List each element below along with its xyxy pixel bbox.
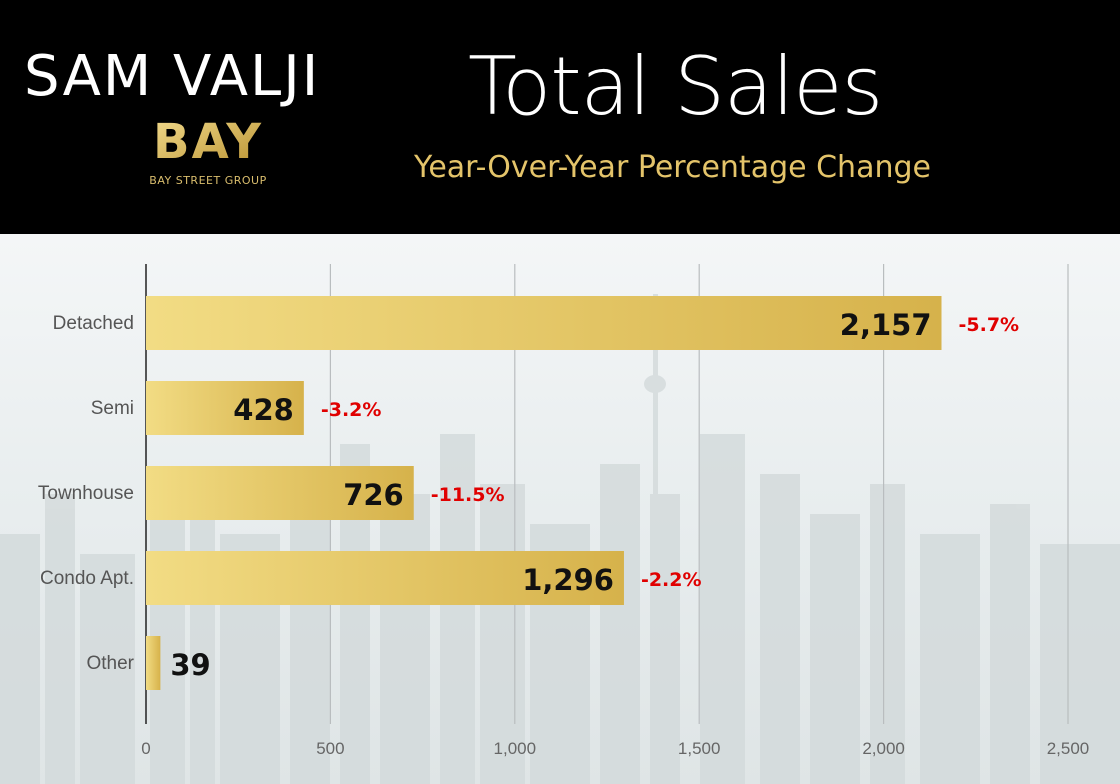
bar [146,551,624,605]
x-tick-label: 2,000 [862,739,905,758]
bar [146,636,161,690]
cn-tower-pod [644,375,666,393]
skyline-building [0,534,40,784]
value-label: 428 [233,393,294,427]
skyline-building [190,474,215,784]
skyline-building [760,474,800,784]
yoy-change-label: -2.2% [641,569,702,591]
skyline-building [1040,544,1120,784]
skyline-building [600,464,640,784]
skyline-building [380,494,430,784]
bay-street-group-logo: BAY BAY STREET GROUP [149,114,266,187]
yoy-change-label: -11.5% [431,484,505,506]
skyline-building [870,484,905,784]
cn-tower-shaft [653,294,658,784]
x-tick-label: 1,500 [678,739,721,758]
bar [146,296,942,350]
value-label: 1,296 [522,563,614,597]
skyline-building [80,554,135,784]
svg-text:BAY STREET GROUP: BAY STREET GROUP [149,174,266,187]
svg-text:BAY: BAY [153,114,263,170]
yoy-change-label: -5.7% [959,314,1020,336]
chart-subtitle: Year-Over-Year Percentage Change [414,150,931,185]
sales-bar-chart: Detached 2,157 -5.7% Semi 428 -3.2% Townhouse 7… [0,234,1120,784]
value-label: 39 [170,648,210,682]
category-label: Detached [53,313,134,334]
skyline-building [920,534,980,784]
skyline-building [45,494,75,784]
chart-title: Total Sales [468,40,883,133]
skyline-building [440,434,475,784]
category-label: Semi [91,398,134,419]
brand-name: SAM VALJI [24,44,321,109]
x-tick-label: 1,000 [494,739,537,758]
category-label: Other [86,653,134,674]
chart-area: Detached 2,157 -5.7% Semi 428 -3.2% Townhouse 7… [0,234,1120,784]
x-tick-label: 2,500 [1047,739,1090,758]
category-label: Townhouse [38,483,134,504]
skyline-building [990,504,1030,784]
skyline-building [480,484,525,784]
bar [146,381,304,435]
skyline-building [810,514,860,784]
header: SAM VALJI BAY BAY STREET GROUP Total Sal… [0,0,1120,234]
x-tick-label: 0 [141,739,150,758]
bar [146,466,414,520]
value-label: 2,157 [840,308,932,342]
skyline-building [290,484,330,784]
value-label: 726 [343,478,404,512]
x-tick-label: 500 [316,739,344,758]
yoy-change-label: -3.2% [321,399,382,421]
skyline-building [700,434,745,784]
category-label: Condo Apt. [40,568,134,589]
